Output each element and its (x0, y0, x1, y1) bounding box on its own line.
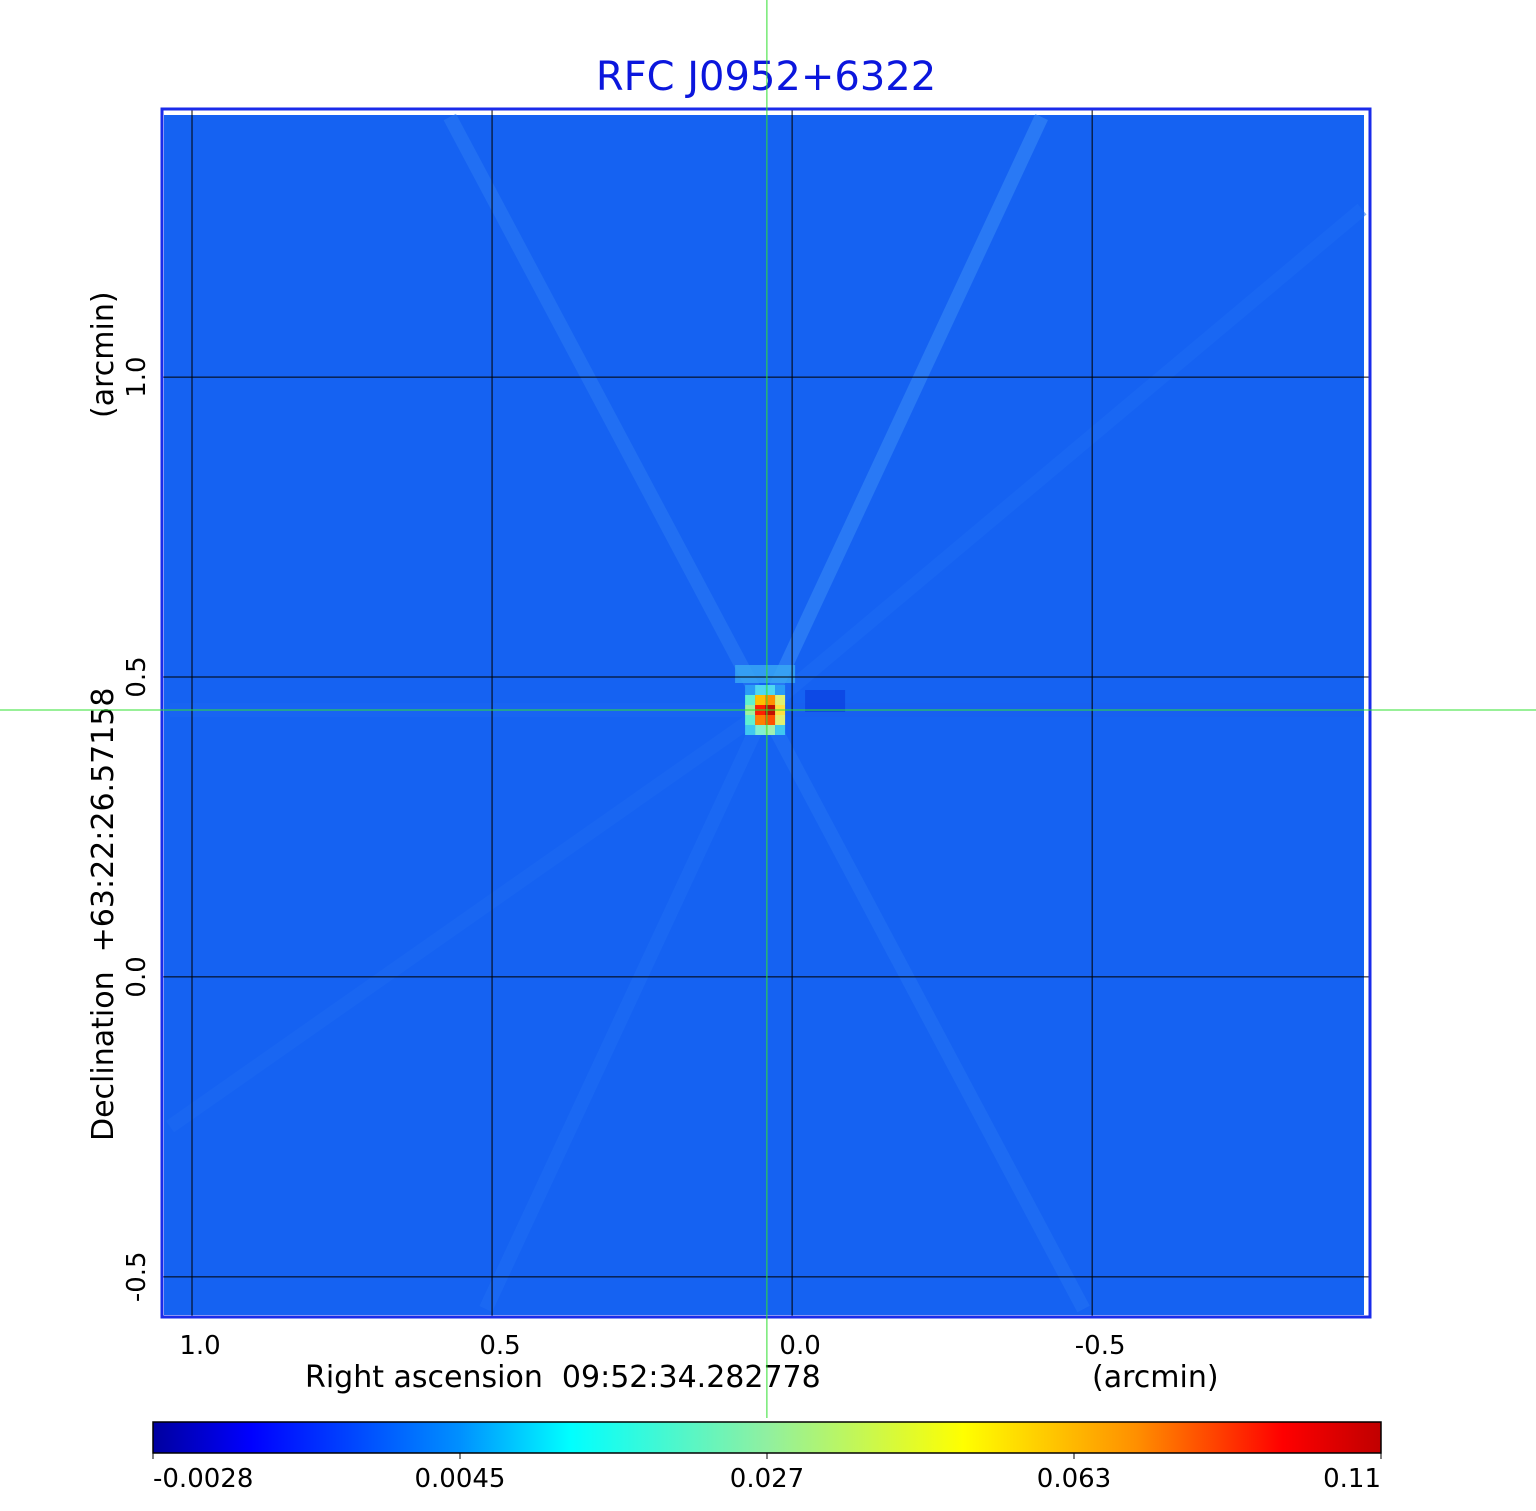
x-tick-label: 1.0 (179, 1331, 220, 1361)
colorbar (152, 1421, 1382, 1454)
sidelobe-streak (165, 704, 770, 1133)
source-pixel (765, 695, 776, 706)
y-tick-labels: 1.0 0.5 0.0 -0.5 (122, 356, 152, 1302)
source-pixel (765, 715, 776, 726)
colorbar-tick-label: 0.0045 (415, 1464, 506, 1494)
colorbar-tick-label: 0.027 (730, 1464, 804, 1494)
source-pixel (745, 685, 756, 696)
source-pixel (775, 695, 786, 706)
y-tick-label: 0.0 (122, 956, 152, 997)
source-pixel (775, 685, 786, 696)
crosshair (0, 0, 1536, 1418)
source-pixel (765, 725, 776, 736)
colorbar-ticks: -0.0028 0.0045 0.027 0.063 0.11 (152, 1453, 1382, 1494)
source-pixel (745, 725, 756, 736)
sidelobe-streak (443, 113, 772, 714)
x-tick-labels: 1.0 0.5 0.0 -0.5 (179, 1331, 1125, 1361)
y-tick-label: 0.5 (122, 656, 152, 697)
sidelobe-streak (758, 706, 1090, 1313)
sidelobe-streak (479, 707, 772, 1312)
plot-frame (160, 107, 1372, 1319)
source-pixel (745, 695, 756, 706)
source-pixel (765, 685, 776, 696)
source-pixel (775, 715, 786, 726)
source-pixel (755, 725, 766, 736)
source-halo (735, 665, 796, 684)
colorbar-tick-label: 0.063 (1037, 1464, 1111, 1494)
colorbar-tick-label: 0.11 (1323, 1464, 1381, 1494)
x-tick-label: 0.0 (779, 1331, 820, 1361)
source-pixel (755, 695, 766, 706)
source-pixel (755, 685, 766, 696)
sidelobe-streak (758, 114, 1048, 713)
chart-title: RFC J0952+6322 (596, 54, 936, 100)
sidelobe-streak (760, 203, 1367, 716)
source-pixel (745, 715, 756, 726)
x-tick-label: -0.5 (1075, 1331, 1126, 1361)
y-axis-label: Declination +63:22:26.57158 (86, 687, 121, 1141)
x-axis-unit: (arcmin) (1092, 1360, 1219, 1395)
y-axis-unit: (arcmin) (86, 291, 121, 418)
colorbar-tick-label: -0.0028 (153, 1464, 253, 1494)
x-tick-label: 0.5 (479, 1331, 520, 1361)
y-tick-label: -0.5 (122, 1251, 152, 1302)
x-axis-label: Right ascension 09:52:34.282778 (305, 1360, 821, 1395)
negative-sidelobe (805, 690, 846, 713)
image-area (162, 109, 1370, 1317)
source-pixel (775, 725, 786, 736)
grid-lines (162, 109, 1370, 1317)
source-pixel (755, 715, 766, 726)
y-tick-label: 1.0 (122, 356, 152, 397)
